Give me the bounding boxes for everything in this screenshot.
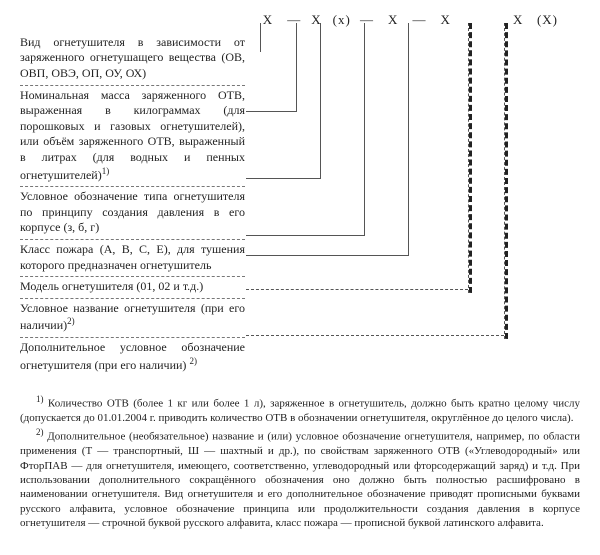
footnote-1-text: Количество ОТВ (более 1 кг или более 1 л… <box>20 398 580 424</box>
sup-1: 1) <box>102 166 110 176</box>
slot-7: (X) <box>534 12 562 29</box>
slot-5: X <box>433 12 459 29</box>
desc-type: Вид огнетушителя в зависимости от заряже… <box>20 33 245 86</box>
dash-2: — <box>358 12 376 29</box>
desc-name-text: Условное название огнетушителя (при его … <box>20 301 245 333</box>
footnote-1: 1) Количество ОТВ (более 1 кг или более … <box>20 394 580 425</box>
desc-pressure: Условное обозначение типа огнетушителя п… <box>20 187 245 240</box>
footnote-2-marker: 2) <box>36 427 44 437</box>
desc-extra: Дополнительное условное обозначение огне… <box>20 338 245 376</box>
desc-fire-class: Класс пожара (A, B, C, E), для тушения к… <box>20 240 245 277</box>
slot-3: (x) <box>330 12 354 29</box>
desc-model: Модель огнетушителя (01, 02 и т.д.) <box>20 277 245 299</box>
footnote-1-marker: 1) <box>36 394 44 404</box>
desc-extra-text: Дополнительное условное обозначение огне… <box>20 340 245 372</box>
footnote-2-text: Дополнительное (необязательное) название… <box>20 431 580 529</box>
descriptions-block: Вид огнетушителя в зависимости от заряже… <box>20 33 580 376</box>
slot-4: X <box>380 12 406 29</box>
slot-2: X <box>308 12 326 29</box>
desc-mass-volume: Номинальная масса заряженного ОТВ, выраж… <box>20 86 245 188</box>
slot-6: X <box>507 12 529 29</box>
footnotes: 1) Количество ОТВ (более 1 кг или более … <box>20 394 580 530</box>
sup-2a: 2) <box>67 316 75 326</box>
footnote-2: 2) Дополнительное (необязательное) назва… <box>20 427 580 530</box>
dash-3: — <box>411 12 429 29</box>
designation-pattern: X — X (x) — X — X X (X) <box>255 12 580 29</box>
sup-2b: 2) <box>189 356 197 366</box>
dash-1: — <box>285 12 303 29</box>
desc-mass-volume-text: Номинальная масса заряженного ОТВ, выраж… <box>20 88 245 182</box>
slot-1: X <box>255 12 281 29</box>
desc-name: Условное название огнетушителя (при его … <box>20 299 245 338</box>
